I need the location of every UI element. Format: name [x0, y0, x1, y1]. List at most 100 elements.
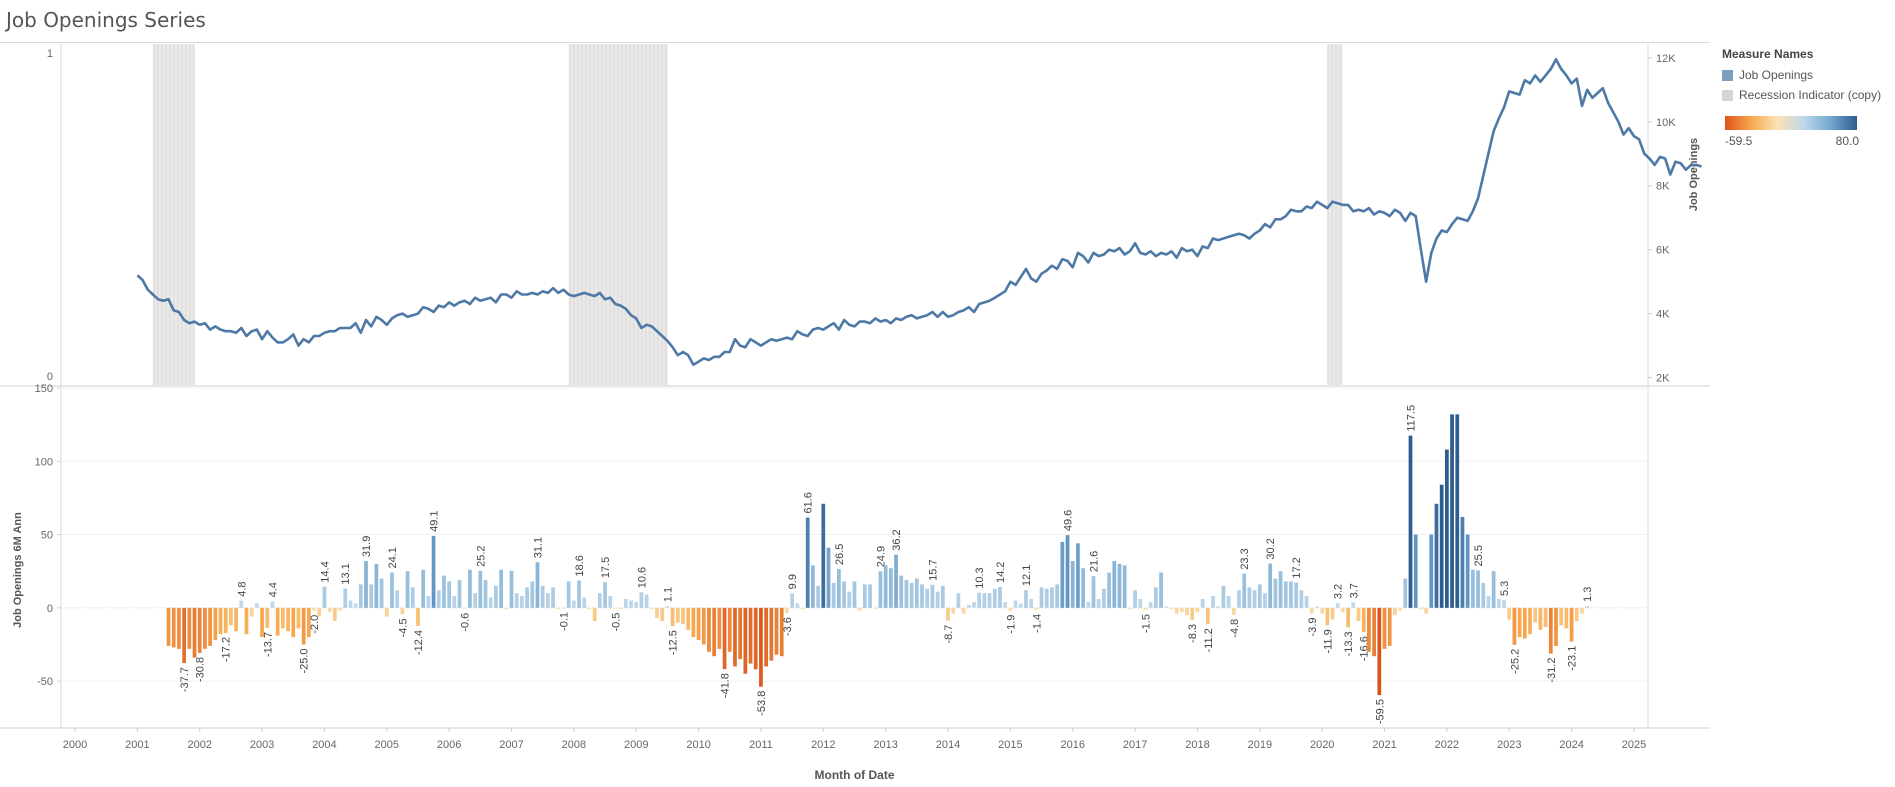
bar-data-label: 31.9 — [361, 536, 373, 557]
bar — [1076, 543, 1080, 608]
bar-axis-tick: -50 — [37, 676, 53, 688]
bar — [286, 607, 290, 632]
bar-data-label: 61.6 — [803, 492, 815, 513]
bar — [1543, 607, 1548, 627]
bar — [883, 565, 888, 608]
bar — [733, 607, 737, 667]
legend-item-recession[interactable]: Recession Indicator (copy) — [1722, 85, 1881, 105]
bar — [499, 569, 503, 608]
bar-data-label: -13.7 — [262, 632, 274, 657]
bar — [525, 587, 529, 608]
bar — [436, 590, 441, 608]
right-axis-label: Job Openings — [1688, 138, 1700, 211]
bar-data-label: -1.9 — [1005, 615, 1017, 634]
bar — [1185, 607, 1189, 616]
bar — [213, 607, 218, 641]
bar-axis-tick: 150 — [35, 383, 53, 395]
bar — [1403, 578, 1408, 608]
bar — [831, 582, 836, 608]
bar — [571, 600, 576, 608]
bar — [977, 592, 982, 608]
bar — [1517, 607, 1522, 638]
bar — [1502, 600, 1506, 608]
bar — [696, 607, 701, 641]
bar — [587, 607, 592, 610]
bar — [597, 593, 602, 608]
x-axis-tick: 2018 — [1185, 739, 1209, 751]
bar-data-label: -30.8 — [195, 657, 207, 682]
bar — [644, 594, 649, 608]
bar-data-label: -41.8 — [720, 673, 732, 698]
bar — [551, 587, 555, 608]
bar — [1439, 484, 1444, 608]
bar — [1086, 601, 1091, 608]
bar-data-label: 13.1 — [340, 563, 352, 584]
bar-data-label: 10.3 — [974, 567, 986, 588]
bar — [405, 571, 410, 608]
bar — [961, 607, 966, 614]
bar — [816, 585, 820, 608]
bar — [1372, 607, 1376, 657]
bar — [914, 578, 919, 608]
bar-data-label: 10.6 — [636, 567, 648, 588]
legend-title: Measure Names — [1722, 47, 1814, 61]
bar — [785, 607, 789, 614]
bar — [1195, 607, 1200, 613]
bar — [577, 580, 581, 608]
bar — [1153, 587, 1158, 608]
bar-data-label: 14.2 — [995, 562, 1007, 583]
bar — [1335, 603, 1340, 608]
bar-data-label: -3.9 — [1307, 618, 1319, 637]
bar-data-label: -12.5 — [668, 630, 680, 655]
bar — [748, 607, 753, 664]
bar — [488, 597, 493, 608]
recession-band — [1327, 44, 1343, 385]
bar — [1491, 571, 1496, 608]
bar — [249, 607, 254, 617]
bar-data-label: -53.8 — [756, 691, 768, 716]
bar — [338, 607, 342, 611]
bar — [1205, 607, 1210, 625]
bar — [925, 588, 930, 608]
bar — [935, 591, 940, 608]
bar-data-label: -11.9 — [1322, 629, 1334, 653]
bar — [888, 568, 893, 608]
bar — [1169, 607, 1174, 610]
bar — [623, 599, 628, 608]
bar-data-label: 23.3 — [1239, 548, 1251, 569]
bar — [1559, 607, 1564, 626]
bar — [1029, 599, 1034, 608]
bar — [712, 607, 717, 657]
bar — [862, 584, 867, 608]
bar — [1450, 414, 1454, 608]
bar — [769, 607, 774, 661]
bar — [998, 587, 1002, 608]
bar-data-label: 17.5 — [600, 557, 612, 578]
bar — [1179, 607, 1184, 613]
bar-data-label: -11.2 — [1203, 628, 1215, 652]
bar — [1585, 605, 1590, 608]
bar-data-label: 4.8 — [236, 581, 248, 596]
color-ramp[interactable] — [1725, 116, 1857, 130]
bar — [738, 607, 743, 660]
x-axis-tick: 2012 — [811, 739, 835, 751]
x-axis-tick: 2024 — [1559, 739, 1583, 751]
bar-data-label: -0.5 — [610, 613, 622, 632]
legend-item-job-openings[interactable]: Job Openings — [1722, 65, 1881, 85]
bar — [1304, 596, 1309, 608]
bar — [197, 607, 202, 653]
bar — [649, 607, 654, 610]
bar — [353, 603, 358, 608]
bar — [1465, 534, 1470, 608]
bar — [1408, 435, 1413, 608]
legend[interactable]: Measure Names Job Openings Recession Ind… — [1722, 47, 1881, 105]
bar — [1128, 607, 1132, 610]
bar-data-label: 18.6 — [574, 555, 586, 576]
bar — [1060, 541, 1065, 608]
bar — [826, 547, 831, 608]
bar-data-label: -4.8 — [1229, 619, 1241, 638]
bar — [468, 569, 472, 608]
bar — [1257, 584, 1262, 608]
bar — [1424, 607, 1428, 614]
bar — [1564, 607, 1569, 629]
